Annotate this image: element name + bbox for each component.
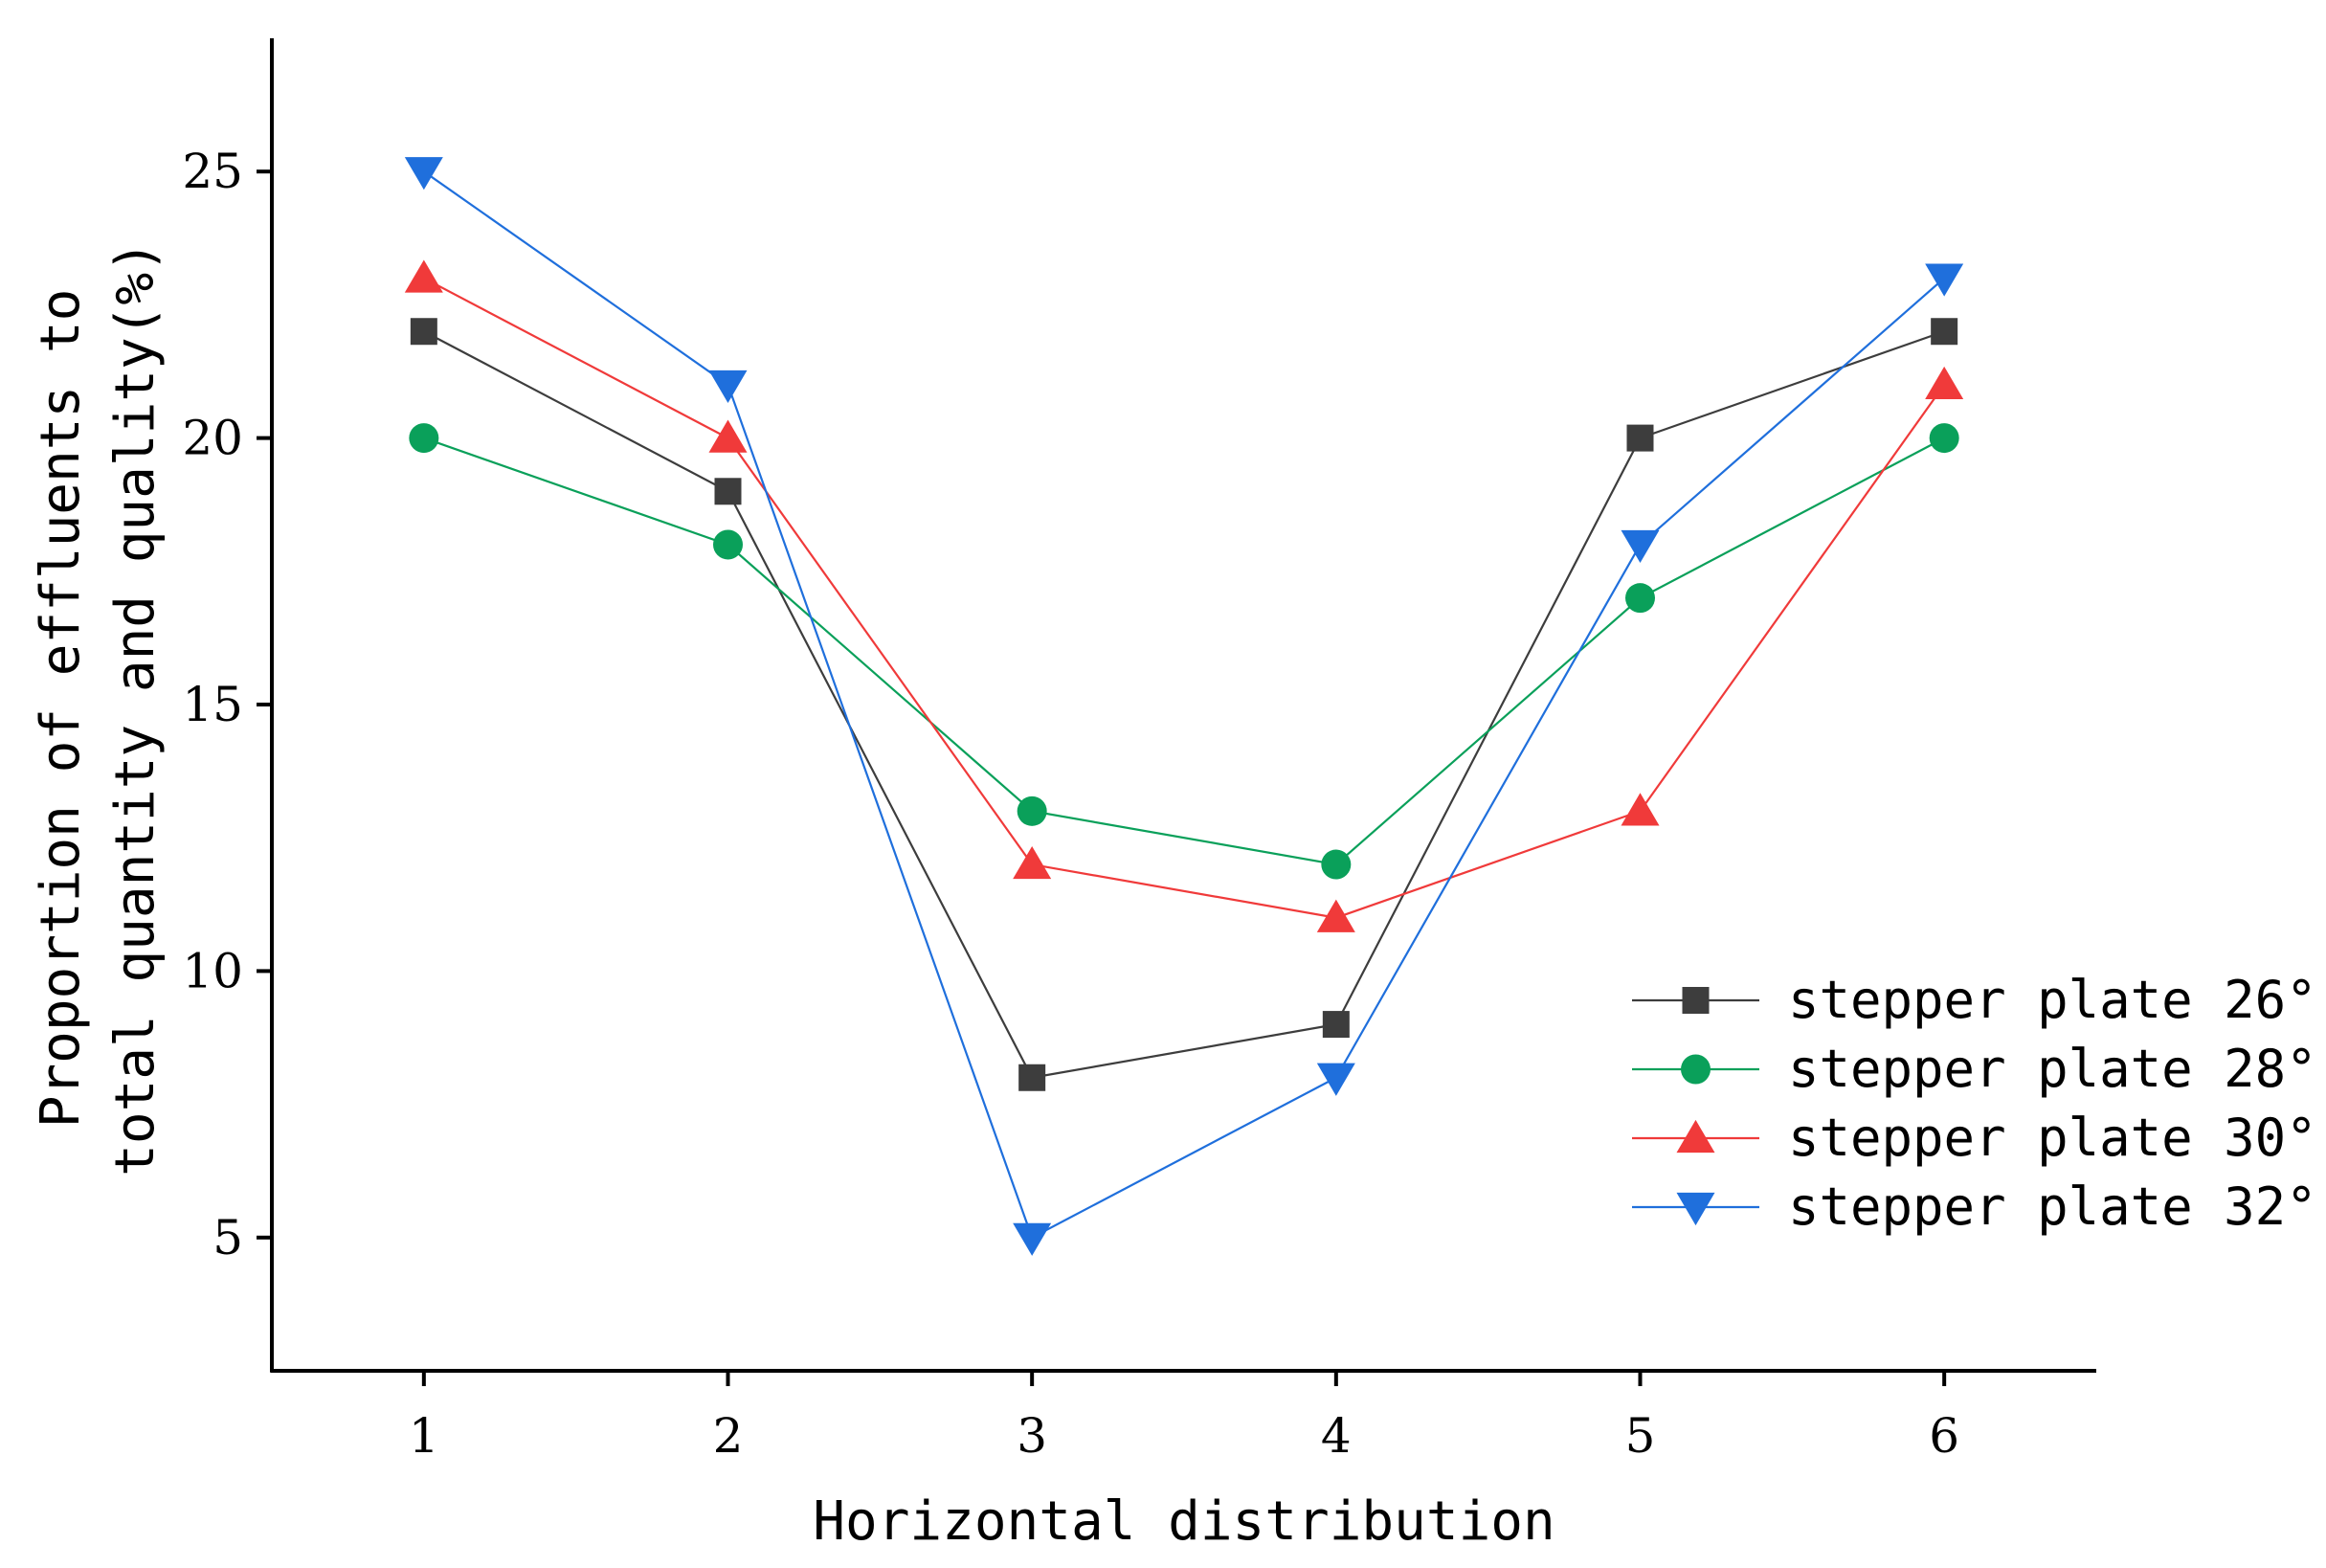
data-point-triangle-up-marker xyxy=(1316,899,1355,932)
y-axis-title-line-2: total quantity and quality(%) xyxy=(104,240,167,1176)
series-line xyxy=(423,437,1945,866)
legend-label: stepper plate 26° xyxy=(1788,970,2317,1030)
x-tick-label: 2 xyxy=(713,1408,744,1464)
legend-label: stepper plate 30° xyxy=(1788,1108,2317,1168)
x-tick-label: 6 xyxy=(1929,1408,1959,1464)
data-point-triangle-up-marker xyxy=(1676,1119,1715,1154)
data-point-square-marker xyxy=(1682,987,1710,1014)
y-tick-label: 10 xyxy=(182,943,243,998)
x-tick-label: 1 xyxy=(409,1408,439,1464)
data-point-triangle-down-marker xyxy=(1925,263,1964,297)
x-tick-label: 4 xyxy=(1321,1408,1352,1464)
data-point-triangle-up-marker xyxy=(708,419,748,453)
data-point-circle-marker xyxy=(1017,795,1047,826)
axes: 5 10 15 20 25 1 2 3 4 5 6 xyxy=(182,38,2096,1464)
data-point-square-marker xyxy=(714,478,742,505)
data-point-triangle-down-marker xyxy=(1621,529,1660,564)
legend: stepper plate 26° stepper plate 28° steppe… xyxy=(1632,970,2317,1237)
data-point-square-marker xyxy=(1322,1011,1350,1039)
data-point-square-marker xyxy=(1931,318,1958,346)
y-axis-title-line-1: Proportion of effluents to xyxy=(30,289,92,1129)
series-line xyxy=(423,330,1945,1079)
legend-label: stepper plate 28° xyxy=(1788,1039,2317,1099)
data-point-circle-marker xyxy=(1625,583,1655,614)
data-point-triangle-down-marker xyxy=(1013,1222,1052,1256)
y-tick-label: 15 xyxy=(182,677,243,732)
y-tick-label: 5 xyxy=(212,1210,243,1266)
data-point-triangle-down-marker xyxy=(404,157,443,190)
data-point-triangle-up-marker xyxy=(1013,845,1052,880)
data-point-triangle-up-marker xyxy=(404,259,443,293)
data-point-circle-marker xyxy=(1321,849,1352,880)
data-point-triangle-down-marker xyxy=(1316,1063,1355,1096)
data-point-circle-marker xyxy=(1681,1054,1711,1085)
data-point-square-marker xyxy=(1626,424,1654,452)
y-tick-label: 25 xyxy=(182,144,243,199)
y-tick-label: 20 xyxy=(182,411,243,466)
series-markers xyxy=(404,157,1964,1256)
data-point-square-marker xyxy=(410,318,437,346)
data-point-square-marker xyxy=(1018,1064,1046,1091)
data-point-circle-marker xyxy=(713,529,743,560)
x-axis-title: Horizontal distribution xyxy=(813,1490,1554,1553)
data-point-triangle-up-marker xyxy=(1621,793,1660,826)
legend-label: stepper plate 32° xyxy=(1788,1176,2317,1237)
data-point-circle-marker xyxy=(409,423,439,454)
series-line xyxy=(423,277,1946,919)
data-point-circle-marker xyxy=(1929,423,1959,454)
series-line xyxy=(423,170,1945,1240)
data-point-triangle-up-marker xyxy=(1925,366,1964,400)
series-lines xyxy=(423,170,1946,1240)
data-point-triangle-down-marker xyxy=(1676,1192,1715,1226)
x-tick-label: 3 xyxy=(1017,1408,1047,1464)
x-tick-label: 5 xyxy=(1625,1408,1656,1464)
data-point-triangle-down-marker xyxy=(708,370,748,404)
